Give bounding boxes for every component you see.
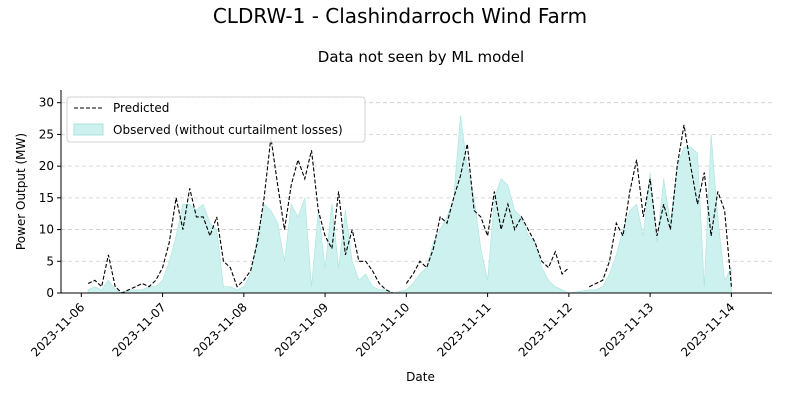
y-axis-label: Power Output (MW) (14, 133, 28, 250)
chart-title: Data not seen by ML model (317, 48, 525, 66)
x-tick-label: 2023-11-08 (191, 300, 250, 359)
x-tick-label: 2023-11-12 (516, 300, 575, 359)
x-tick-label: 2023-11-06 (28, 300, 87, 359)
y-tick-label: 25 (39, 127, 54, 141)
x-tick-label: 2023-11-10 (353, 300, 412, 359)
legend: Predicted Observed (without curtailment … (66, 96, 366, 143)
y-tick-label: 20 (39, 159, 54, 173)
y-tick-label: 5 (46, 254, 54, 268)
x-tick-label: 2023-11-09 (272, 300, 331, 359)
y-tick-label: 15 (39, 191, 54, 205)
predicted-line (87, 137, 394, 294)
legend-predicted-label: Predicted (113, 101, 169, 115)
legend-box (66, 96, 366, 143)
observed-series-layer (87, 115, 732, 294)
predicted-line (588, 124, 732, 288)
chart-suptitle: CLDRW-1 - Clashindarroch Wind Farm (212, 4, 588, 28)
y-tick-label: 10 (39, 223, 54, 237)
observed-area (87, 115, 732, 294)
x-ticks: 2023-11-06 2023-11-07 2023-11-08 2023-11-09… (28, 293, 737, 359)
x-tick-label: 2023-11-13 (597, 300, 656, 359)
x-tick-label: 2023-11-07 (109, 300, 168, 359)
axes (60, 90, 772, 294)
legend-observed-label: Observed (without curtailment losses) (113, 123, 343, 137)
x-axis-label: Date (406, 370, 435, 384)
legend-observed-swatch (73, 123, 104, 136)
x-tick-label: 2023-11-14 (678, 300, 737, 359)
predicted-line (405, 143, 570, 284)
y-tick-label: 30 (39, 96, 54, 110)
predicted-series-layer (87, 124, 732, 294)
y-ticks: 0 5 10 15 20 25 30 (39, 96, 61, 300)
x-tick-label: 2023-11-11 (435, 300, 494, 359)
y-tick-label: 0 (46, 286, 54, 300)
